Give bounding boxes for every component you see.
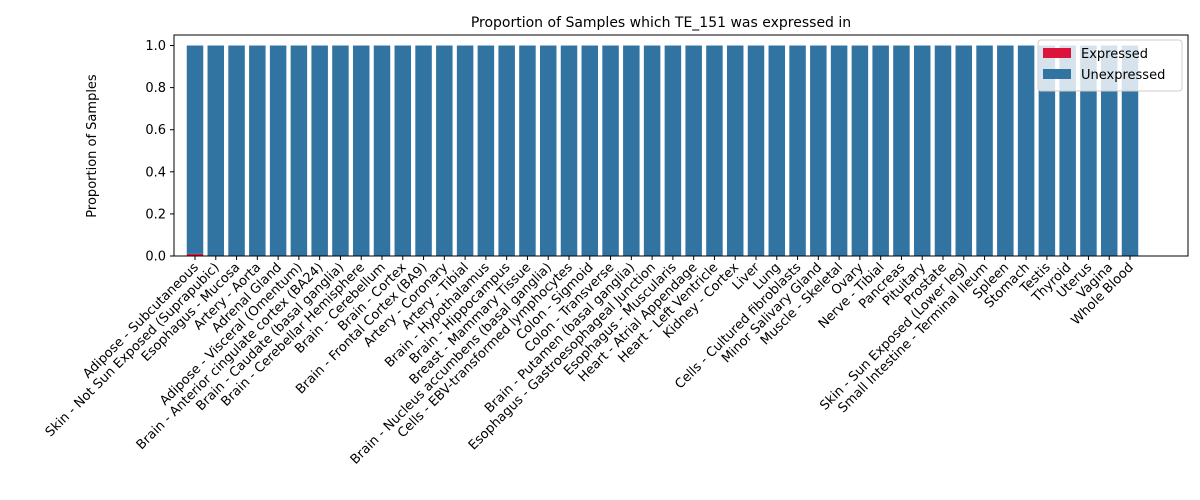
bar-unexpressed-16 — [519, 45, 536, 256]
bar-unexpressed-1 — [207, 45, 225, 256]
legend-label-expressed: Expressed — [1081, 47, 1148, 62]
plot-frame — [173, 34, 1189, 257]
bar-unexpressed-42 — [1059, 45, 1076, 256]
y-tick-label: 0.8 — [145, 81, 166, 96]
legend-box — [1037, 39, 1183, 92]
legend: Expressed Unexpressed — [1037, 39, 1183, 92]
bar-unexpressed-18 — [560, 45, 578, 256]
bar-unexpressed-21 — [623, 45, 640, 256]
bar-unexpressed-13 — [456, 45, 474, 256]
bar-unexpressed-6 — [311, 45, 328, 256]
bar-unexpressed-41 — [1038, 45, 1056, 256]
bar-unexpressed-36 — [934, 45, 952, 256]
bar-unexpressed-30 — [810, 45, 827, 256]
bar-unexpressed-8 — [352, 45, 370, 256]
bar-unexpressed-22 — [643, 45, 661, 256]
bar-unexpressed-45 — [1121, 45, 1139, 256]
bar-unexpressed-7 — [332, 45, 349, 256]
bar-unexpressed-28 — [768, 45, 786, 256]
y-tick-label: 0.0 — [145, 250, 166, 265]
bar-unexpressed-17 — [539, 45, 557, 256]
bar-unexpressed-24 — [685, 45, 702, 256]
bar-unexpressed-2 — [228, 45, 245, 256]
bar-unexpressed-31 — [830, 45, 848, 256]
legend-label-unexpressed: Unexpressed — [1081, 68, 1165, 83]
y-tick-label: 0.6 — [145, 123, 166, 138]
bar-unexpressed-12 — [436, 45, 453, 256]
bar-unexpressed-40 — [1017, 45, 1035, 256]
bar-unexpressed-5 — [290, 45, 308, 256]
legend-swatch-expressed — [1043, 48, 1071, 58]
bars-group — [186, 45, 1139, 256]
bar-unexpressed-38 — [976, 45, 993, 256]
bar-unexpressed-35 — [913, 45, 931, 256]
x-tick-label: Skin - Not Sun Exposed (Suprapubic) — [43, 260, 223, 440]
y-tick-label: 1.0 — [145, 39, 166, 54]
chart-title: Proportion of Samples which TE_151 was e… — [471, 15, 851, 31]
y-axis-label: Proportion of Samples — [85, 74, 100, 218]
bar-unexpressed-26 — [726, 45, 744, 256]
bar-unexpressed-15 — [498, 45, 515, 256]
bar-unexpressed-11 — [415, 45, 432, 256]
bar-expressed-0 — [186, 253, 204, 256]
bar-unexpressed-44 — [1100, 45, 1118, 256]
bar-unexpressed-23 — [664, 45, 682, 256]
bar-unexpressed-37 — [955, 45, 973, 256]
bar-unexpressed-43 — [1080, 45, 1097, 256]
bar-unexpressed-34 — [893, 45, 910, 256]
bar-unexpressed-25 — [706, 45, 723, 256]
bar-unexpressed-39 — [997, 45, 1014, 256]
bar-unexpressed-14 — [477, 45, 495, 256]
bar-unexpressed-29 — [789, 45, 806, 256]
bar-unexpressed-33 — [872, 45, 889, 256]
y-tick-label: 0.4 — [145, 165, 166, 180]
bar-unexpressed-32 — [851, 45, 869, 256]
bar-unexpressed-19 — [581, 45, 599, 256]
bar-unexpressed-20 — [602, 45, 619, 256]
y-tick-label: 0.2 — [145, 207, 166, 222]
legend-swatch-unexpressed — [1043, 69, 1071, 79]
y-axis: 0.0 0.2 0.4 0.6 0.8 1.0 — [145, 39, 174, 265]
bar-unexpressed-27 — [747, 45, 765, 256]
bar-unexpressed-4 — [269, 45, 287, 256]
bar-unexpressed-0 — [186, 45, 204, 254]
bar-unexpressed-9 — [373, 45, 391, 256]
bar-unexpressed-3 — [249, 45, 266, 256]
bar-unexpressed-10 — [394, 45, 412, 256]
